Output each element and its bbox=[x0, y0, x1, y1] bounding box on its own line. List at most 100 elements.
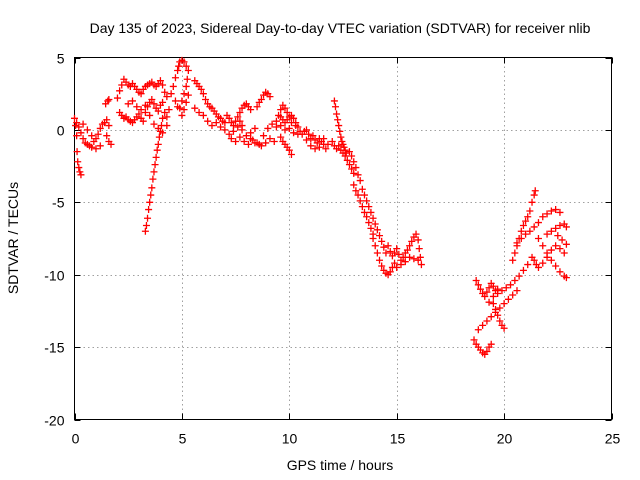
data-point bbox=[281, 126, 289, 134]
data-point bbox=[156, 127, 164, 135]
data-point bbox=[519, 266, 527, 274]
data-point bbox=[371, 242, 379, 250]
data-point bbox=[556, 245, 564, 253]
data-point bbox=[494, 290, 502, 298]
data-point bbox=[157, 122, 165, 130]
data-point bbox=[135, 110, 143, 118]
data-point bbox=[522, 217, 530, 225]
data-point bbox=[236, 109, 244, 117]
data-point bbox=[204, 117, 212, 125]
data-point bbox=[483, 347, 491, 355]
data-point bbox=[107, 140, 115, 148]
data-point bbox=[180, 58, 188, 66]
data-point bbox=[341, 152, 349, 160]
data-point bbox=[386, 268, 394, 276]
data-point bbox=[183, 75, 191, 83]
data-point bbox=[345, 148, 353, 156]
data-point bbox=[552, 242, 560, 250]
data-point bbox=[365, 203, 373, 211]
data-point bbox=[543, 249, 551, 257]
x-tick-label: 10 bbox=[282, 431, 298, 447]
data-point bbox=[334, 116, 342, 124]
data-point bbox=[414, 256, 422, 264]
data-point bbox=[150, 100, 158, 108]
data-point bbox=[479, 321, 487, 329]
y-tick-label: -15 bbox=[44, 340, 64, 356]
data-point bbox=[178, 97, 186, 105]
data-point bbox=[270, 137, 278, 145]
data-point bbox=[77, 129, 85, 137]
x-tick-label: 15 bbox=[390, 431, 406, 447]
data-point bbox=[354, 191, 362, 199]
data-point bbox=[75, 123, 83, 131]
data-point bbox=[530, 256, 538, 264]
data-point bbox=[199, 90, 207, 98]
data-point bbox=[260, 132, 268, 140]
x-tick-label: 20 bbox=[497, 431, 513, 447]
data-point bbox=[73, 132, 81, 140]
data-point bbox=[406, 253, 414, 261]
data-point bbox=[141, 109, 149, 117]
data-point bbox=[96, 142, 104, 150]
data-point bbox=[562, 240, 570, 248]
data-point bbox=[513, 239, 521, 247]
data-point bbox=[376, 256, 384, 264]
y-tick-label: 5 bbox=[57, 51, 65, 67]
data-point bbox=[485, 284, 493, 292]
data-point bbox=[171, 74, 179, 82]
data-point bbox=[94, 130, 102, 138]
data-point bbox=[285, 124, 293, 132]
data-point bbox=[174, 103, 182, 111]
data-point bbox=[197, 85, 205, 93]
data-point bbox=[526, 207, 534, 215]
data-point bbox=[320, 135, 328, 143]
data-point bbox=[159, 114, 167, 122]
data-point bbox=[311, 145, 319, 153]
data-point bbox=[292, 122, 300, 130]
data-point bbox=[406, 242, 414, 250]
data-point bbox=[124, 100, 132, 108]
data-point bbox=[485, 298, 493, 306]
data-point bbox=[264, 124, 272, 132]
data-point bbox=[305, 130, 313, 138]
data-point bbox=[255, 140, 263, 148]
y-tick-label: -10 bbox=[44, 268, 64, 284]
data-point bbox=[232, 137, 240, 145]
data-point bbox=[356, 177, 364, 185]
data-point bbox=[487, 340, 495, 348]
data-point bbox=[367, 224, 375, 232]
data-point bbox=[386, 248, 394, 256]
data-point bbox=[290, 114, 298, 122]
data-point bbox=[350, 158, 358, 166]
data-point bbox=[272, 123, 280, 131]
data-point bbox=[343, 156, 351, 164]
data-point bbox=[410, 255, 418, 263]
data-point bbox=[401, 258, 409, 266]
data-point bbox=[309, 132, 317, 140]
data-point bbox=[285, 146, 293, 154]
data-point bbox=[547, 227, 555, 235]
data-point bbox=[511, 249, 519, 257]
data-point bbox=[159, 98, 167, 106]
data-point bbox=[547, 207, 555, 215]
data-point bbox=[113, 94, 121, 102]
data-point bbox=[240, 137, 248, 145]
data-point bbox=[534, 219, 542, 227]
data-point bbox=[345, 161, 353, 169]
data-point bbox=[470, 336, 478, 344]
data-point bbox=[399, 253, 407, 261]
data-point bbox=[148, 184, 156, 192]
data-point bbox=[71, 114, 78, 122]
data-point bbox=[524, 261, 532, 269]
chart-title: Day 135 of 2023, Sidereal Day-to-day VTE… bbox=[90, 20, 591, 36]
data-point bbox=[476, 285, 484, 293]
data-point bbox=[360, 208, 368, 216]
data-point bbox=[151, 161, 159, 169]
data-point bbox=[363, 213, 371, 221]
data-point bbox=[378, 237, 386, 245]
data-point bbox=[562, 274, 570, 282]
data-point bbox=[373, 249, 381, 257]
data-point bbox=[507, 281, 515, 289]
data-point bbox=[519, 221, 527, 229]
data-point bbox=[556, 221, 564, 229]
